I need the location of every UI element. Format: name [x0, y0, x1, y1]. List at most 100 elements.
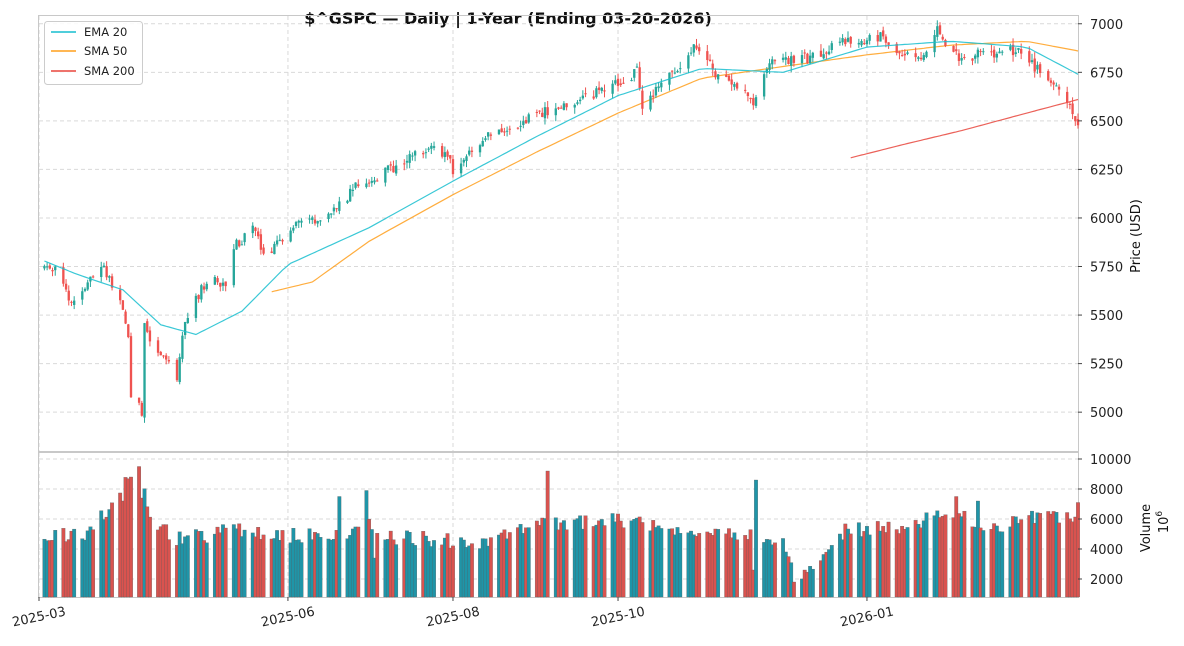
- candle-body: [863, 43, 866, 45]
- candle: [546, 100, 549, 119]
- candle-body: [183, 321, 187, 336]
- sma50-line: [271, 40, 1079, 293]
- candle: [403, 159, 406, 171]
- candle: [611, 80, 614, 99]
- candle-body: [597, 87, 601, 91]
- candle: [354, 182, 357, 190]
- candle: [1055, 82, 1058, 87]
- candle: [86, 279, 89, 291]
- candle-body: [348, 188, 352, 202]
- candle-body: [354, 182, 357, 188]
- candle-body: [784, 57, 787, 60]
- candle: [256, 227, 260, 240]
- candle: [900, 49, 904, 57]
- candle-body: [164, 355, 168, 360]
- candle-body: [1052, 82, 1055, 85]
- candle: [45, 262, 49, 271]
- candle-body: [822, 54, 825, 59]
- candle: [560, 105, 563, 109]
- candle-body: [619, 83, 622, 86]
- candle-body: [411, 155, 414, 157]
- candle-body: [505, 130, 509, 132]
- candle-body: [403, 163, 406, 165]
- candle: [906, 50, 909, 56]
- candle-body: [676, 70, 679, 72]
- candle: [557, 106, 560, 110]
- candle-body: [771, 59, 774, 65]
- volume-bar: [735, 539, 739, 598]
- candle-body: [394, 165, 398, 174]
- candle: [578, 96, 582, 105]
- price-grid: [38, 16, 1078, 451]
- candle-body: [202, 286, 206, 290]
- candle-body: [221, 282, 225, 286]
- candle: [484, 135, 487, 142]
- candle: [538, 110, 541, 115]
- candle: [1036, 61, 1039, 74]
- candle-body: [546, 107, 549, 116]
- candle: [630, 77, 633, 82]
- candle: [127, 323, 130, 339]
- candle-body: [1038, 64, 1042, 74]
- candle: [292, 225, 295, 234]
- volume-bar: [1038, 513, 1043, 598]
- candle-body: [508, 128, 511, 130]
- candle: [914, 47, 917, 62]
- candle: [882, 26, 885, 40]
- candle: [430, 142, 433, 155]
- candle: [297, 219, 300, 229]
- candle-body: [262, 247, 265, 254]
- candle-body: [146, 321, 149, 332]
- candle-body: [156, 340, 160, 353]
- candle-body: [386, 165, 390, 170]
- candle-body: [554, 108, 557, 116]
- candle-body: [716, 74, 720, 80]
- candle: [1071, 97, 1074, 120]
- volume-bar: [1019, 519, 1024, 598]
- candle-body: [443, 152, 447, 158]
- candle: [576, 100, 579, 106]
- candle: [708, 54, 712, 62]
- candle-body: [102, 265, 106, 268]
- candle-body: [687, 55, 690, 69]
- candle-body: [465, 156, 468, 162]
- candle: [405, 154, 409, 169]
- candle-body: [273, 243, 276, 255]
- candle-body: [478, 145, 482, 153]
- candle: [178, 353, 181, 385]
- candle-body: [565, 103, 568, 108]
- candle-body: [81, 291, 84, 300]
- candle: [51, 267, 54, 277]
- volume-bar: [299, 542, 304, 598]
- candle: [238, 239, 241, 248]
- candle: [790, 51, 793, 73]
- candle-body: [754, 97, 758, 106]
- candle: [1028, 46, 1031, 67]
- candle: [451, 154, 455, 178]
- candle: [167, 356, 171, 364]
- x-tick-label: 2025-10: [590, 605, 646, 631]
- candle-body: [1020, 49, 1023, 54]
- candle: [243, 232, 246, 246]
- candle: [330, 213, 333, 219]
- candle-body: [86, 282, 89, 290]
- candle-body: [100, 266, 103, 278]
- candle: [137, 397, 141, 406]
- candle: [346, 199, 349, 204]
- candle-body: [865, 40, 869, 45]
- candle-body: [733, 84, 736, 87]
- candle: [825, 51, 828, 60]
- candle: [754, 94, 758, 109]
- candle-body: [689, 52, 693, 54]
- candle: [213, 274, 217, 286]
- candle-body: [294, 222, 298, 226]
- volume-bar: [867, 534, 872, 598]
- candle-body: [105, 266, 108, 278]
- candle: [273, 241, 276, 255]
- candle: [281, 238, 284, 245]
- candle: [992, 46, 996, 63]
- candle: [584, 87, 587, 98]
- candle-body: [181, 335, 184, 359]
- candle: [254, 226, 257, 237]
- candle-body: [292, 227, 295, 231]
